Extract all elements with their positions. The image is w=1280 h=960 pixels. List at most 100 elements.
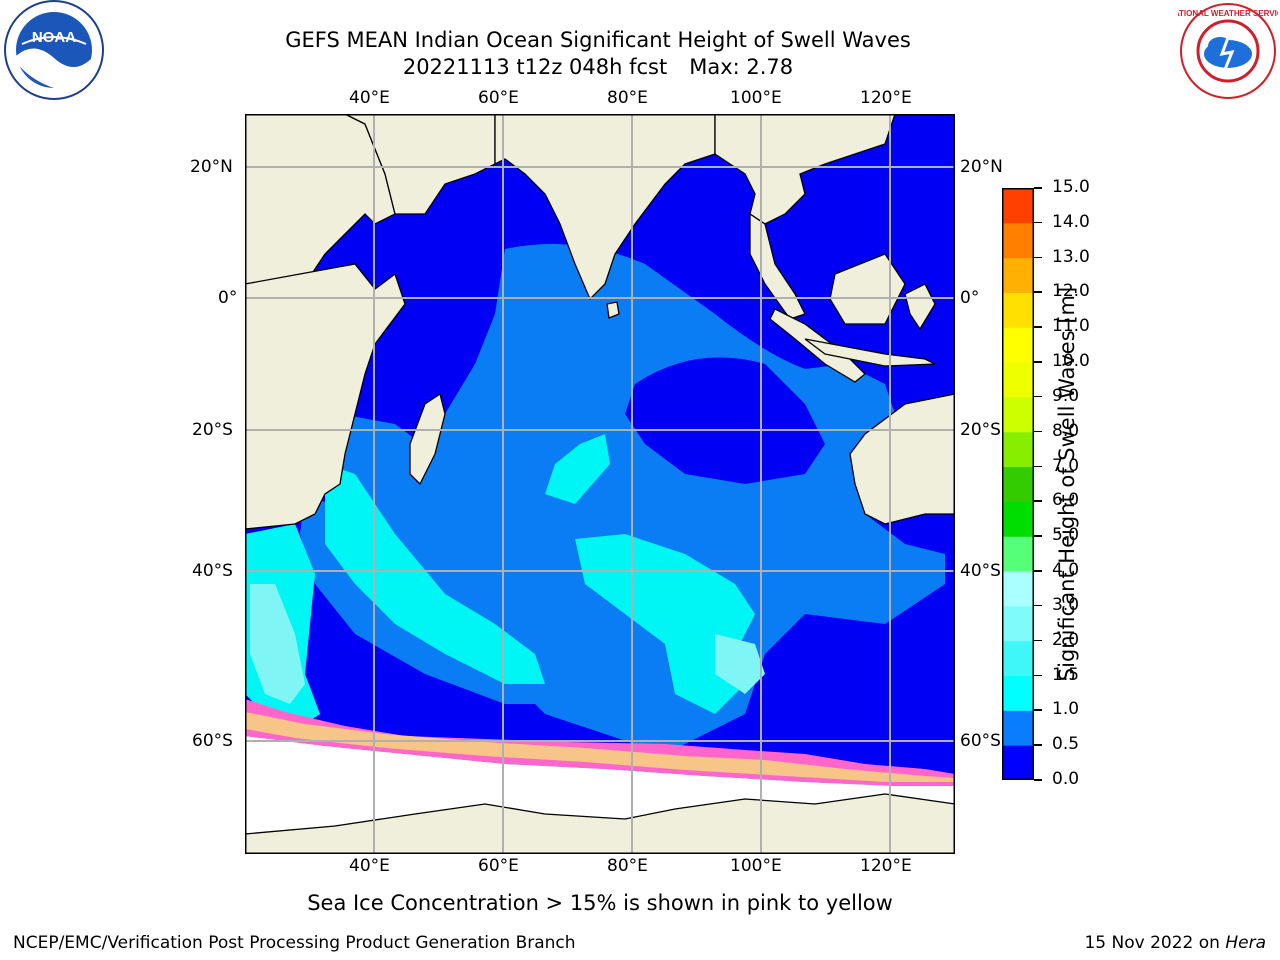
- colorbar-segment: [1002, 188, 1034, 224]
- colorbar-tick-mark: [1034, 744, 1042, 746]
- lat-tick-left-40s: 40°S: [192, 561, 233, 581]
- footer-credit: NCEP/EMC/Verification Post Processing Pr…: [13, 933, 576, 953]
- colorbar-segment: [1002, 327, 1034, 363]
- footer-date-text: 15 Nov 2022 on: [1084, 933, 1220, 953]
- sulawesi-land: [904, 283, 936, 331]
- colorbar-tick-label: 1.0: [1052, 699, 1080, 720]
- colorbar-tick-label: 4.0: [1052, 560, 1080, 581]
- max-value: Max: 2.78: [689, 55, 794, 79]
- colorbar-segment: [1002, 640, 1034, 677]
- colorbar-tick-label: 10.0: [1052, 351, 1090, 372]
- colorbar-tick-label: 7.0: [1052, 455, 1080, 476]
- lat-tick-right-20s: 20°S: [960, 420, 1001, 440]
- colorbar-tick-label: 14.0: [1052, 211, 1090, 232]
- colorbar-tick-label: 12.0: [1052, 281, 1090, 302]
- swell-band-1-0-center: [575, 534, 755, 714]
- swell-band-1-5: [250, 584, 305, 704]
- chart-title: GEFS MEAN Indian Ocean Significant Heigh…: [285, 28, 911, 52]
- colorbar-segment: [1002, 257, 1034, 293]
- lon-tick-bottom-100e: 100°E: [730, 856, 782, 876]
- sea-ice-note: Sea Ice Concentration > 15% is shown in …: [307, 891, 893, 915]
- lat-tick-right-20n: 20°N: [960, 157, 1003, 177]
- colorbar-tick-mark: [1034, 256, 1042, 259]
- colorbar-segment: [1002, 745, 1034, 781]
- colorbar-tick-label: 0.5: [1052, 734, 1080, 755]
- colorbar-tick-label: 8.0: [1052, 420, 1080, 441]
- colorbar-tick-mark: [1034, 709, 1042, 711]
- lon-tick-bottom-80e: 80°E: [607, 856, 648, 876]
- lon-tick-bottom-120e: 120°E: [860, 856, 912, 876]
- east-africa-land: [245, 263, 406, 530]
- colorbar-segment: [1002, 466, 1034, 502]
- colorbar-tick-label: 13.0: [1052, 246, 1090, 267]
- colorbar-tick-label: 6.0: [1052, 490, 1080, 511]
- footer-host: Hera: [1225, 933, 1266, 953]
- colorbar-tick-mark: [1034, 535, 1042, 537]
- colorbar-tick-mark: [1034, 500, 1042, 502]
- lat-tick-left-0: 0°: [218, 288, 238, 308]
- lon-tick-top-120e: 120°E: [860, 88, 912, 108]
- colorbar: [1002, 188, 1034, 781]
- map-frame: [245, 114, 955, 854]
- colorbar-tick-mark: [1034, 639, 1042, 642]
- lon-tick-top-40e: 40°E: [349, 88, 390, 108]
- colorbar-tick-label: 15.0: [1052, 177, 1090, 197]
- java-land: [804, 338, 936, 367]
- colorbar-segment: [1002, 571, 1034, 607]
- colorbar-segment: [1002, 605, 1034, 642]
- swell-band-1-0-west: [325, 464, 545, 684]
- colorbar-tick-mark: [1034, 291, 1042, 293]
- colorbar-tick-mark: [1034, 604, 1042, 607]
- lon-tick-top-80e: 80°E: [607, 88, 648, 108]
- malay-peninsula-land: [749, 212, 806, 320]
- colorbar-tick-mark: [1034, 430, 1042, 433]
- colorbar-segment: [1002, 396, 1034, 433]
- colorbar-tick-mark: [1034, 361, 1042, 363]
- colorbar-segment: [1002, 675, 1034, 711]
- colorbar-label: Significant Height of Swell Waves [m]: [1055, 286, 1079, 682]
- lon-tick-top-100e: 100°E: [730, 88, 782, 108]
- nws-logo: NATIONAL WEATHER SERVICE: [1168, 2, 1280, 100]
- colorbar-tick-label: 0.0: [1052, 769, 1080, 789]
- colorbar-tick-label: 9.0: [1052, 385, 1080, 406]
- colorbar-tick-mark: [1034, 465, 1042, 468]
- lat-tick-left-20s: 20°S: [192, 420, 233, 440]
- colorbar-tick-mark: [1034, 395, 1042, 398]
- australia-land: [849, 393, 955, 525]
- colorbar-tick-mark: [1034, 187, 1042, 189]
- svg-text:NOAA: NOAA: [32, 29, 76, 46]
- lat-tick-right-40s: 40°S: [960, 561, 1001, 581]
- colorbar-segment: [1002, 536, 1034, 572]
- sri-lanka-land: [606, 301, 620, 319]
- graticule: [245, 114, 955, 854]
- antarctica-land: [245, 793, 955, 854]
- colorbar-tick-label: 5.0: [1052, 525, 1080, 546]
- colorbar-tick-mark: [1034, 570, 1042, 572]
- swell-band-1-5-center: [715, 634, 765, 694]
- lat-tick-left-60s: 60°S: [192, 731, 233, 751]
- forecast-run: 20221113 t12z 048h fcst: [402, 55, 668, 79]
- lat-tick-left-20n: 20°N: [190, 157, 233, 177]
- colorbar-segment: [1002, 501, 1034, 537]
- swell-band-1-0-north: [545, 434, 610, 504]
- colorbar-tick-mark: [1034, 779, 1042, 781]
- lat-tick-right-60s: 60°S: [960, 731, 1001, 751]
- colorbar-tick-mark: [1034, 326, 1042, 328]
- colorbar-tick-mark: [1034, 674, 1042, 677]
- colorbar-frame: [1002, 188, 1034, 780]
- colorbar-segment: [1002, 222, 1034, 259]
- lat-tick-right-0: 0°: [960, 288, 980, 308]
- colorbar-tick-label: 11.0: [1052, 316, 1090, 337]
- colorbar-segment: [1002, 710, 1034, 746]
- swell-height-map: [245, 114, 955, 854]
- lon-tick-top-60e: 60°E: [478, 88, 519, 108]
- noaa-logo: NOAA: [0, 0, 108, 102]
- sea-ice-yellow: [245, 712, 955, 782]
- madagascar-land: [409, 392, 446, 486]
- footer-date: 15 Nov 2022 on Hera: [1084, 933, 1266, 953]
- colorbar-tick-mark: [1034, 221, 1042, 224]
- colorbar-tick-label: 1.5: [1052, 664, 1080, 685]
- colorbar-tick-label: 3.0: [1052, 594, 1080, 615]
- colorbar-tick-label: 2.0: [1052, 629, 1080, 650]
- low-swell-core: [625, 357, 825, 484]
